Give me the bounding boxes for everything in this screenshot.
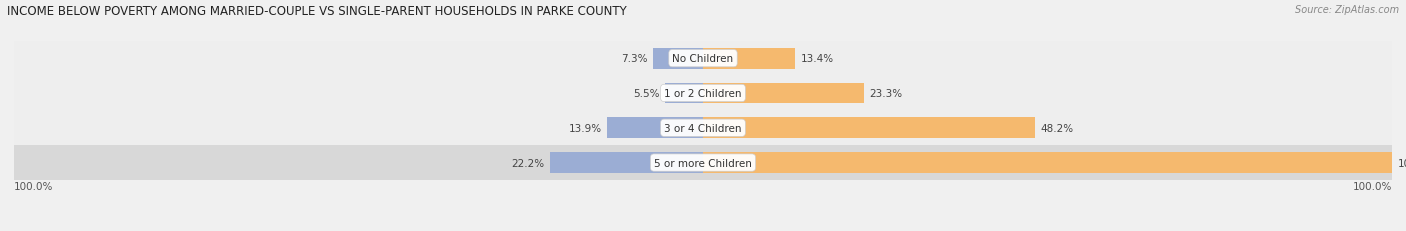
- Bar: [652, 49, 703, 69]
- Text: 5 or more Children: 5 or more Children: [654, 158, 752, 168]
- Text: 23.3%: 23.3%: [869, 88, 903, 99]
- Bar: [703, 49, 796, 69]
- Bar: [703, 118, 1035, 139]
- Bar: [14, 42, 1392, 76]
- Text: 48.2%: 48.2%: [1040, 123, 1074, 133]
- Text: 13.4%: 13.4%: [801, 54, 834, 64]
- Text: 1 or 2 Children: 1 or 2 Children: [664, 88, 742, 99]
- Bar: [703, 152, 1392, 173]
- Text: 7.3%: 7.3%: [620, 54, 647, 64]
- Text: 100.0%: 100.0%: [1353, 181, 1392, 191]
- Text: 5.5%: 5.5%: [633, 88, 659, 99]
- Text: Source: ZipAtlas.com: Source: ZipAtlas.com: [1295, 5, 1399, 15]
- Text: 100.0%: 100.0%: [1398, 158, 1406, 168]
- Text: 100.0%: 100.0%: [14, 181, 53, 191]
- Text: INCOME BELOW POVERTY AMONG MARRIED-COUPLE VS SINGLE-PARENT HOUSEHOLDS IN PARKE C: INCOME BELOW POVERTY AMONG MARRIED-COUPL…: [7, 5, 627, 18]
- Bar: [14, 111, 1392, 146]
- Bar: [550, 152, 703, 173]
- Bar: [703, 83, 863, 104]
- Text: No Children: No Children: [672, 54, 734, 64]
- Text: 13.9%: 13.9%: [568, 123, 602, 133]
- Bar: [665, 83, 703, 104]
- Text: 22.2%: 22.2%: [512, 158, 544, 168]
- Text: 3 or 4 Children: 3 or 4 Children: [664, 123, 742, 133]
- Bar: [14, 146, 1392, 180]
- Bar: [14, 76, 1392, 111]
- Bar: [607, 118, 703, 139]
